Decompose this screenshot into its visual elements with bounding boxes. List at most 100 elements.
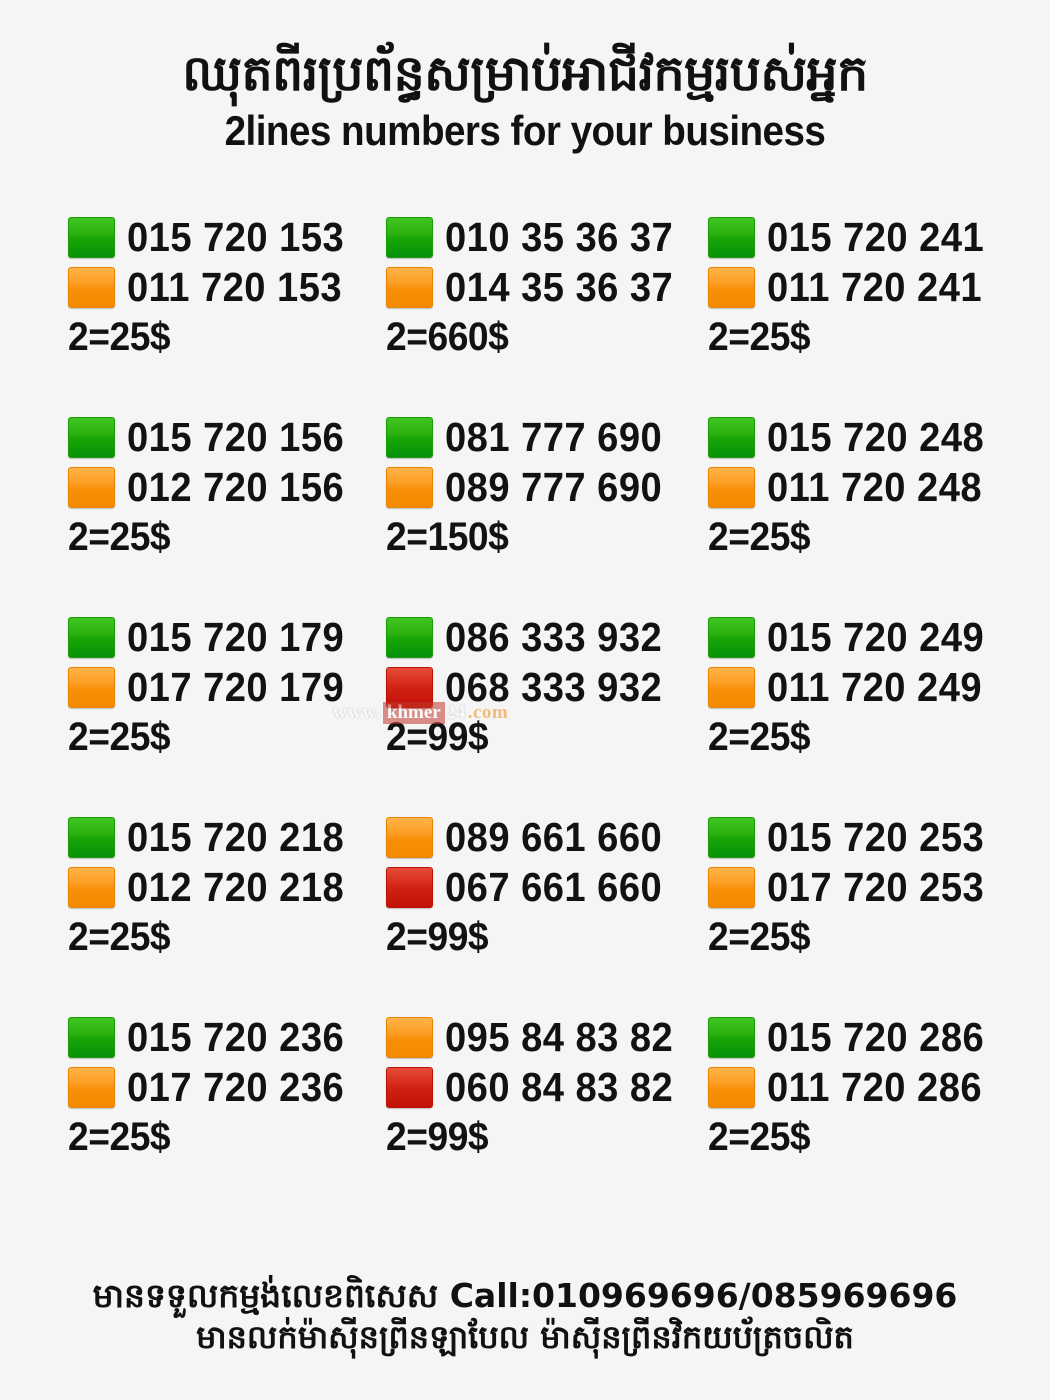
poster-header: ឈុតពីរប្រព័ន្ធសម្រាប់អាជីវកម្មរបស់អ្នក 2… (0, 0, 1050, 155)
phone-number[interactable]: 095 84 83 82 (445, 1013, 674, 1060)
offer-price: 2=25$ (68, 715, 171, 759)
offer-price: 2=25$ (708, 315, 811, 359)
footer-products-line: មានលក់ម៉ាស៊ីនព្រីនឡាបែល ម៉ាស៊ីនព្រីនវិកយ… (196, 1318, 854, 1357)
offer-card[interactable]: 015 720 286 011 720 286 2=25$ (708, 1012, 1048, 1212)
phone-number[interactable]: 015 720 156 (127, 413, 345, 460)
green-square-icon (386, 216, 433, 258)
phone-number[interactable]: 015 720 286 (767, 1013, 985, 1060)
offer-card[interactable]: 015 720 248 011 720 248 2=25$ (708, 412, 1048, 612)
green-square-icon (708, 1016, 755, 1058)
offer-line: 015 720 236 (68, 1012, 386, 1062)
phone-number[interactable]: 011 720 248 (767, 463, 983, 510)
offer-card[interactable]: 081 777 690 089 777 690 2=150$ (386, 412, 708, 612)
phone-number[interactable]: 086 333 932 (445, 613, 663, 660)
offer-line: 015 720 248 (708, 412, 1048, 462)
green-square-icon (68, 416, 115, 458)
orange-square-icon (68, 666, 115, 708)
phone-number[interactable]: 015 720 236 (127, 1013, 345, 1060)
phone-number[interactable]: 081 777 690 (445, 413, 663, 460)
title-english: 2lines numbers for your business (224, 107, 826, 155)
green-square-icon (68, 616, 115, 658)
offer-card[interactable]: 015 720 253 017 720 253 2=25$ (708, 812, 1048, 1012)
offer-card[interactable]: 086 333 932 068 333 932 2=99$ (386, 612, 708, 812)
offer-card[interactable]: 015 720 156 012 720 156 2=25$ (68, 412, 386, 612)
offer-price: 2=25$ (68, 315, 171, 359)
footer-contact-line: មានទទួលកម្មង់លេខពិសេស Call:010969696/085… (92, 1275, 958, 1315)
offer-line: 015 720 253 (708, 812, 1048, 862)
offer-line: 081 777 690 (386, 412, 708, 462)
phone-number[interactable]: 015 720 241 (767, 213, 985, 260)
phone-number[interactable]: 017 720 253 (767, 863, 985, 910)
orange-square-icon (68, 266, 115, 308)
phone-number[interactable]: 015 720 253 (767, 813, 985, 860)
phone-number[interactable]: 015 720 218 (127, 813, 345, 860)
phone-number[interactable]: 089 777 690 (445, 463, 663, 510)
offer-card[interactable]: 010 35 36 37 014 35 36 37 2=660$ (386, 212, 708, 412)
offer-line: 012 720 218 (68, 862, 386, 912)
red-square-icon (386, 866, 433, 908)
phone-number[interactable]: 015 720 249 (767, 613, 985, 660)
offer-price: 2=25$ (68, 915, 171, 959)
offer-line: 011 720 241 (708, 262, 1048, 312)
offer-line: 015 720 156 (68, 412, 386, 462)
phone-number[interactable]: 011 720 153 (127, 263, 343, 310)
phone-number[interactable]: 011 720 286 (767, 1063, 983, 1110)
offer-card[interactable]: 015 720 241 011 720 241 2=25$ (708, 212, 1048, 412)
offer-line: 060 84 83 82 (386, 1062, 708, 1112)
offer-line: 015 720 241 (708, 212, 1048, 262)
offer-price: 2=660$ (386, 315, 509, 359)
offer-line: 015 720 286 (708, 1012, 1048, 1062)
phone-number[interactable]: 068 333 932 (445, 663, 663, 710)
orange-square-icon (708, 666, 755, 708)
phone-number[interactable]: 011 720 241 (767, 263, 983, 310)
offer-line: 011 720 153 (68, 262, 386, 312)
phone-number[interactable]: 012 720 218 (127, 863, 345, 910)
green-square-icon (68, 216, 115, 258)
phone-number[interactable]: 011 720 249 (767, 663, 983, 710)
phone-number[interactable]: 015 720 153 (127, 213, 345, 260)
offer-card[interactable]: 095 84 83 82 060 84 83 82 2=99$ (386, 1012, 708, 1212)
poster-footer: មានទទួលកម្មង់លេខពិសេស Call:010969696/085… (0, 1275, 1050, 1358)
phone-number[interactable]: 067 661 660 (445, 863, 663, 910)
offer-line: 017 720 179 (68, 662, 386, 712)
red-square-icon (386, 1066, 433, 1108)
offer-line: 015 720 249 (708, 612, 1048, 662)
orange-square-icon (68, 866, 115, 908)
phone-number[interactable]: 060 84 83 82 (445, 1063, 674, 1110)
offer-card[interactable]: 015 720 218 012 720 218 2=25$ (68, 812, 386, 1012)
offer-line: 089 777 690 (386, 462, 708, 512)
offer-line: 014 35 36 37 (386, 262, 708, 312)
offer-price: 2=99$ (386, 915, 489, 959)
offer-price: 2=25$ (708, 715, 811, 759)
offer-card[interactable]: 015 720 179 017 720 179 2=25$ (68, 612, 386, 812)
offer-line: 017 720 236 (68, 1062, 386, 1112)
green-square-icon (68, 1016, 115, 1058)
phone-number[interactable]: 012 720 156 (127, 463, 345, 510)
orange-square-icon (708, 866, 755, 908)
orange-square-icon (708, 266, 755, 308)
offer-card[interactable]: 015 720 249 011 720 249 2=25$ (708, 612, 1048, 812)
orange-square-icon (708, 466, 755, 508)
phone-number[interactable]: 015 720 248 (767, 413, 985, 460)
offer-line: 011 720 249 (708, 662, 1048, 712)
offer-line: 011 720 248 (708, 462, 1048, 512)
offer-line: 015 720 218 (68, 812, 386, 862)
orange-square-icon (386, 1016, 433, 1058)
red-square-icon (386, 666, 433, 708)
phone-number[interactable]: 017 720 236 (127, 1063, 345, 1110)
phone-number[interactable]: 017 720 179 (127, 663, 345, 710)
offer-line: 011 720 286 (708, 1062, 1048, 1112)
offer-price: 2=25$ (68, 1115, 171, 1159)
phone-number[interactable]: 015 720 179 (127, 613, 345, 660)
offer-line: 086 333 932 (386, 612, 708, 662)
offer-line: 095 84 83 82 (386, 1012, 708, 1062)
offer-card[interactable]: 015 720 236 017 720 236 2=25$ (68, 1012, 386, 1212)
phone-number[interactable]: 010 35 36 37 (445, 213, 674, 260)
phone-number[interactable]: 089 661 660 (445, 813, 663, 860)
offer-price: 2=150$ (386, 515, 509, 559)
offer-card[interactable]: 089 661 660 067 661 660 2=99$ (386, 812, 708, 1012)
offer-card[interactable]: 015 720 153 011 720 153 2=25$ (68, 212, 386, 412)
phone-number[interactable]: 014 35 36 37 (445, 263, 674, 310)
green-square-icon (708, 216, 755, 258)
